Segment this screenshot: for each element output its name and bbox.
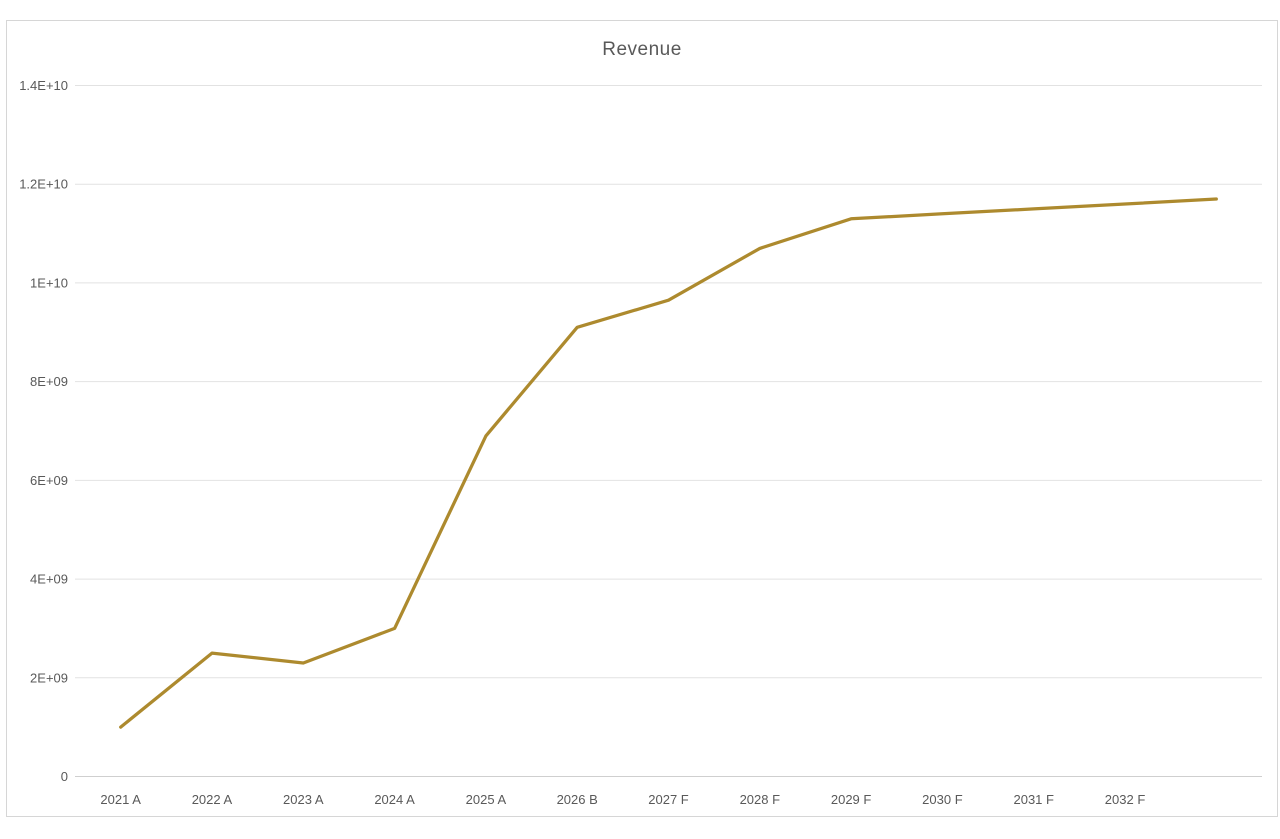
x-axis-tick-label: 2032 F [1105, 792, 1146, 807]
y-axis-tick-label: 1.2E+10 [19, 177, 68, 192]
y-axis-tick-label: 0 [61, 769, 68, 784]
y-axis-tick-label: 8E+09 [30, 374, 68, 389]
chart-title: Revenue [602, 39, 682, 60]
y-axis-tick-label: 2E+09 [30, 670, 68, 685]
y-axis-tick-label: 4E+09 [30, 572, 68, 587]
y-axis-tick-label: 1.4E+10 [19, 78, 68, 93]
x-axis-tick-label: 2022 A [192, 792, 233, 807]
x-axis-tick-label: 2028 F [740, 792, 781, 807]
x-axis-tick-label: 2026 B [557, 792, 598, 807]
x-axis-tick-label: 2029 F [831, 792, 872, 807]
chart-frame[interactable]: Revenue 0 2E+09 4E+09 6E+09 8E+09 1E+10 1.2E+1… [6, 20, 1278, 817]
x-axis-tick-label: 2025 A [466, 792, 507, 807]
line-chart-plot-area: 0 2E+09 4E+09 6E+09 8E+09 1E+10 1.2E+10 1.4E+10… [19, 78, 1262, 807]
x-axis-tick-label: 2021 A [100, 792, 141, 807]
x-axis-tick-label: 2027 F [648, 792, 689, 807]
x-axis-tick-label: 2030 F [922, 792, 963, 807]
y-axis-tick-label: 6E+09 [30, 473, 68, 488]
y-axis-tick-label: 1E+10 [30, 275, 68, 290]
x-axis-tick-label: 2024 A [374, 792, 415, 807]
x-axis-tick-label: 2031 F [1013, 792, 1054, 807]
series-line-revenue[interactable] [119, 197, 1218, 729]
x-axis-tick-label: 2023 A [283, 792, 324, 807]
